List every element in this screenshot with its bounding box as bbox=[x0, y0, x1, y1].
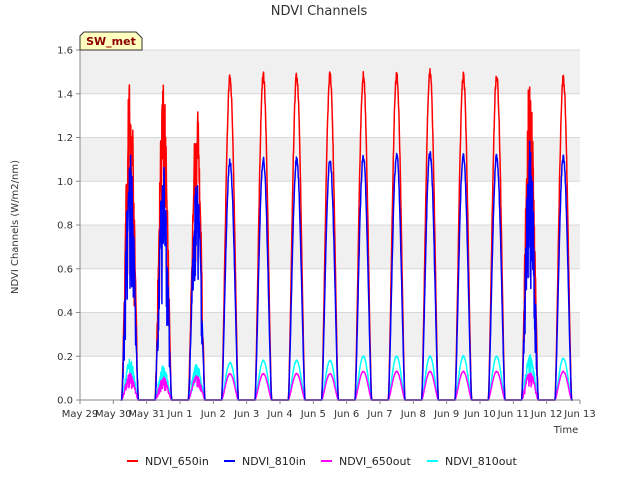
plot-band bbox=[80, 312, 580, 357]
x-tick-label: Jun 7 bbox=[366, 409, 392, 420]
legend-label-ndvi_810in: NDVI_810in bbox=[242, 455, 306, 468]
x-tick-label: Jun 6 bbox=[333, 409, 359, 420]
station-badge: SW_met bbox=[79, 31, 143, 51]
y-tick-label: 0.8 bbox=[57, 221, 73, 232]
y-tick-label: 1.0 bbox=[57, 177, 73, 188]
x-tick-label: Jun 4 bbox=[266, 409, 292, 420]
x-tick-label: May 29 bbox=[62, 409, 99, 420]
x-tick-label: May 31 bbox=[128, 409, 165, 420]
y-axis-label: NDVI Channels (W/m2/nm) bbox=[10, 160, 21, 294]
badge-box bbox=[79, 31, 143, 51]
legend-label-ndvi_810out: NDVI_810out bbox=[445, 455, 517, 468]
y-tick-label: 1.4 bbox=[57, 89, 73, 100]
plot-band bbox=[80, 137, 580, 182]
chart-title: NDVI Channels bbox=[271, 4, 368, 19]
x-tick-label: Jun 3 bbox=[233, 409, 259, 420]
y-tick-label: 1.2 bbox=[57, 133, 73, 144]
y-tick-label: 0.0 bbox=[57, 396, 73, 407]
y-tick-label: 0.4 bbox=[57, 308, 73, 319]
y-tick-label: 0.6 bbox=[57, 264, 73, 275]
x-tick-label: Jun 5 bbox=[300, 409, 326, 420]
x-tick-label: Jun 11 bbox=[497, 409, 530, 420]
x-tick-label: Jun 8 bbox=[400, 409, 426, 420]
legend-label-ndvi_650in: NDVI_650in bbox=[145, 455, 209, 468]
x-tick-label: Jun 1 bbox=[166, 409, 192, 420]
x-tick-label: Jun 9 bbox=[433, 409, 459, 420]
x-tick-label: May 30 bbox=[95, 409, 132, 420]
x-tick-label: Jun 13 bbox=[563, 409, 596, 420]
plot-band bbox=[80, 225, 580, 269]
badge-label: SW_met bbox=[86, 35, 136, 48]
legend: NDVI_650in NDVI_810in NDVI_650out NDVI_810o… bbox=[127, 455, 517, 468]
y-tick-label: 1.6 bbox=[57, 46, 73, 57]
legend-label-ndvi_650out: NDVI_650out bbox=[339, 455, 411, 468]
y-tick-label: 0.2 bbox=[57, 352, 73, 363]
x-tick-label: Jun 12 bbox=[530, 409, 563, 420]
x-tick-label: Jun 10 bbox=[463, 409, 496, 420]
x-tick-label: Jun 2 bbox=[200, 409, 226, 420]
x-axis-label: Time bbox=[553, 425, 578, 436]
